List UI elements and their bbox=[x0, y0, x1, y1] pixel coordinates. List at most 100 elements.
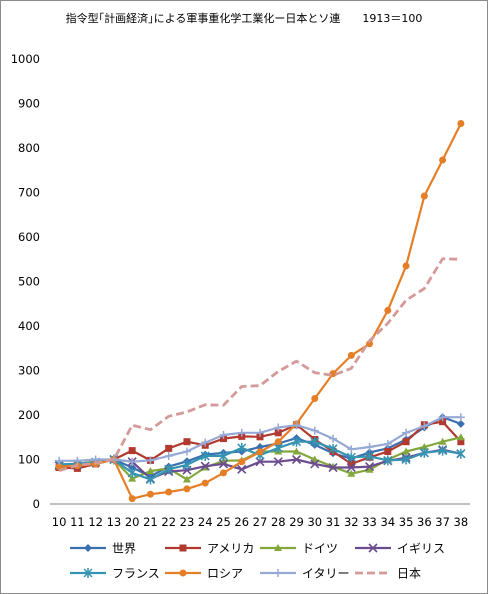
series-イタリー bbox=[55, 413, 465, 466]
legend-label: イタリー bbox=[302, 567, 350, 581]
legend-label: 世界 bbox=[112, 542, 136, 556]
legend-label: ドイツ bbox=[302, 542, 338, 556]
data-point bbox=[329, 434, 338, 443]
legend-item: ドイツ bbox=[260, 542, 338, 556]
data-point bbox=[439, 156, 447, 164]
x-tick-label: 24 bbox=[198, 515, 213, 529]
data-point bbox=[273, 457, 283, 467]
data-point bbox=[256, 443, 264, 452]
x-tick-label: 11 bbox=[70, 515, 85, 529]
data-point bbox=[146, 467, 155, 475]
y-tick-label: 600 bbox=[18, 230, 40, 244]
series-日本 bbox=[58, 257, 461, 472]
x-tick-label: 25 bbox=[216, 515, 231, 529]
y-tick-label: 500 bbox=[18, 275, 40, 289]
data-point bbox=[200, 461, 210, 471]
data-point bbox=[292, 447, 301, 455]
data-point bbox=[274, 429, 282, 437]
data-point bbox=[255, 457, 265, 467]
legend-item: 日本 bbox=[355, 567, 421, 581]
data-point bbox=[311, 395, 319, 403]
base-year-note: 1913＝100 bbox=[362, 12, 423, 25]
data-point bbox=[420, 192, 428, 200]
x-tick-label: 33 bbox=[362, 515, 377, 529]
data-point bbox=[439, 418, 447, 426]
data-point bbox=[420, 443, 429, 451]
data-point bbox=[165, 444, 173, 452]
data-point bbox=[438, 437, 447, 445]
data-point bbox=[237, 442, 247, 453]
data-point bbox=[402, 447, 411, 455]
data-point bbox=[274, 569, 282, 577]
legend-item: アメリカ bbox=[165, 542, 254, 556]
legend-item: 世界 bbox=[70, 542, 136, 556]
data-point bbox=[165, 488, 173, 496]
data-point bbox=[274, 544, 282, 551]
legend-item: イギリス bbox=[355, 542, 445, 556]
data-point bbox=[237, 428, 246, 437]
legend-item: フランス bbox=[70, 567, 160, 581]
data-point bbox=[420, 422, 429, 431]
y-tick-label: 1000 bbox=[11, 52, 40, 66]
x-tick-label: 10 bbox=[52, 515, 67, 529]
y-tick-label: 300 bbox=[18, 364, 40, 378]
x-tick-label: 26 bbox=[234, 515, 249, 529]
data-point bbox=[291, 454, 302, 465]
data-point bbox=[457, 120, 465, 128]
data-point bbox=[347, 469, 356, 477]
data-point bbox=[365, 451, 375, 462]
x-tick-label: 22 bbox=[161, 515, 176, 529]
legend-label: ロシア bbox=[207, 567, 243, 581]
data-point bbox=[438, 445, 448, 456]
legend-label: フランス bbox=[112, 567, 160, 581]
y-tick-label: 200 bbox=[18, 408, 40, 422]
data-point bbox=[183, 438, 191, 446]
data-point bbox=[145, 474, 155, 485]
data-point bbox=[55, 463, 63, 471]
data-point bbox=[84, 544, 92, 552]
data-point bbox=[456, 419, 465, 428]
data-point bbox=[384, 306, 392, 314]
y-tick-label: 900 bbox=[18, 97, 40, 111]
data-point bbox=[402, 428, 411, 437]
legend-item: イタリー bbox=[260, 567, 350, 581]
x-tick-label: 32 bbox=[344, 515, 359, 529]
x-tick-label: 20 bbox=[125, 515, 140, 529]
x-tick-label: 36 bbox=[417, 515, 432, 529]
data-point bbox=[218, 459, 229, 469]
data-point bbox=[164, 451, 173, 460]
x-tick-label: 21 bbox=[143, 515, 158, 529]
data-point bbox=[183, 485, 191, 493]
data-point bbox=[328, 462, 338, 473]
data-point bbox=[383, 455, 393, 466]
data-point bbox=[238, 458, 246, 466]
data-point bbox=[401, 454, 411, 465]
data-point bbox=[274, 423, 283, 432]
series-line bbox=[58, 257, 461, 472]
data-point bbox=[146, 490, 154, 498]
x-tick-label: 34 bbox=[381, 515, 396, 529]
data-point bbox=[364, 462, 375, 472]
data-point bbox=[365, 465, 374, 473]
data-point bbox=[368, 543, 378, 553]
data-point bbox=[438, 413, 447, 422]
x-tick-label: 13 bbox=[107, 515, 122, 529]
data-point bbox=[346, 452, 356, 463]
data-point bbox=[384, 447, 392, 455]
data-point bbox=[219, 431, 228, 440]
data-point bbox=[310, 459, 320, 469]
data-point bbox=[237, 464, 247, 474]
data-point bbox=[218, 450, 229, 461]
x-tick-label: 38 bbox=[454, 515, 469, 529]
x-tick-label: 28 bbox=[271, 515, 286, 529]
data-point bbox=[179, 544, 187, 552]
data-point bbox=[383, 439, 392, 448]
data-point bbox=[256, 448, 264, 456]
data-point bbox=[164, 464, 174, 475]
x-tick-label: 29 bbox=[289, 515, 304, 529]
x-tick-label: 35 bbox=[399, 515, 414, 529]
data-point bbox=[179, 569, 187, 577]
data-point bbox=[310, 436, 320, 447]
